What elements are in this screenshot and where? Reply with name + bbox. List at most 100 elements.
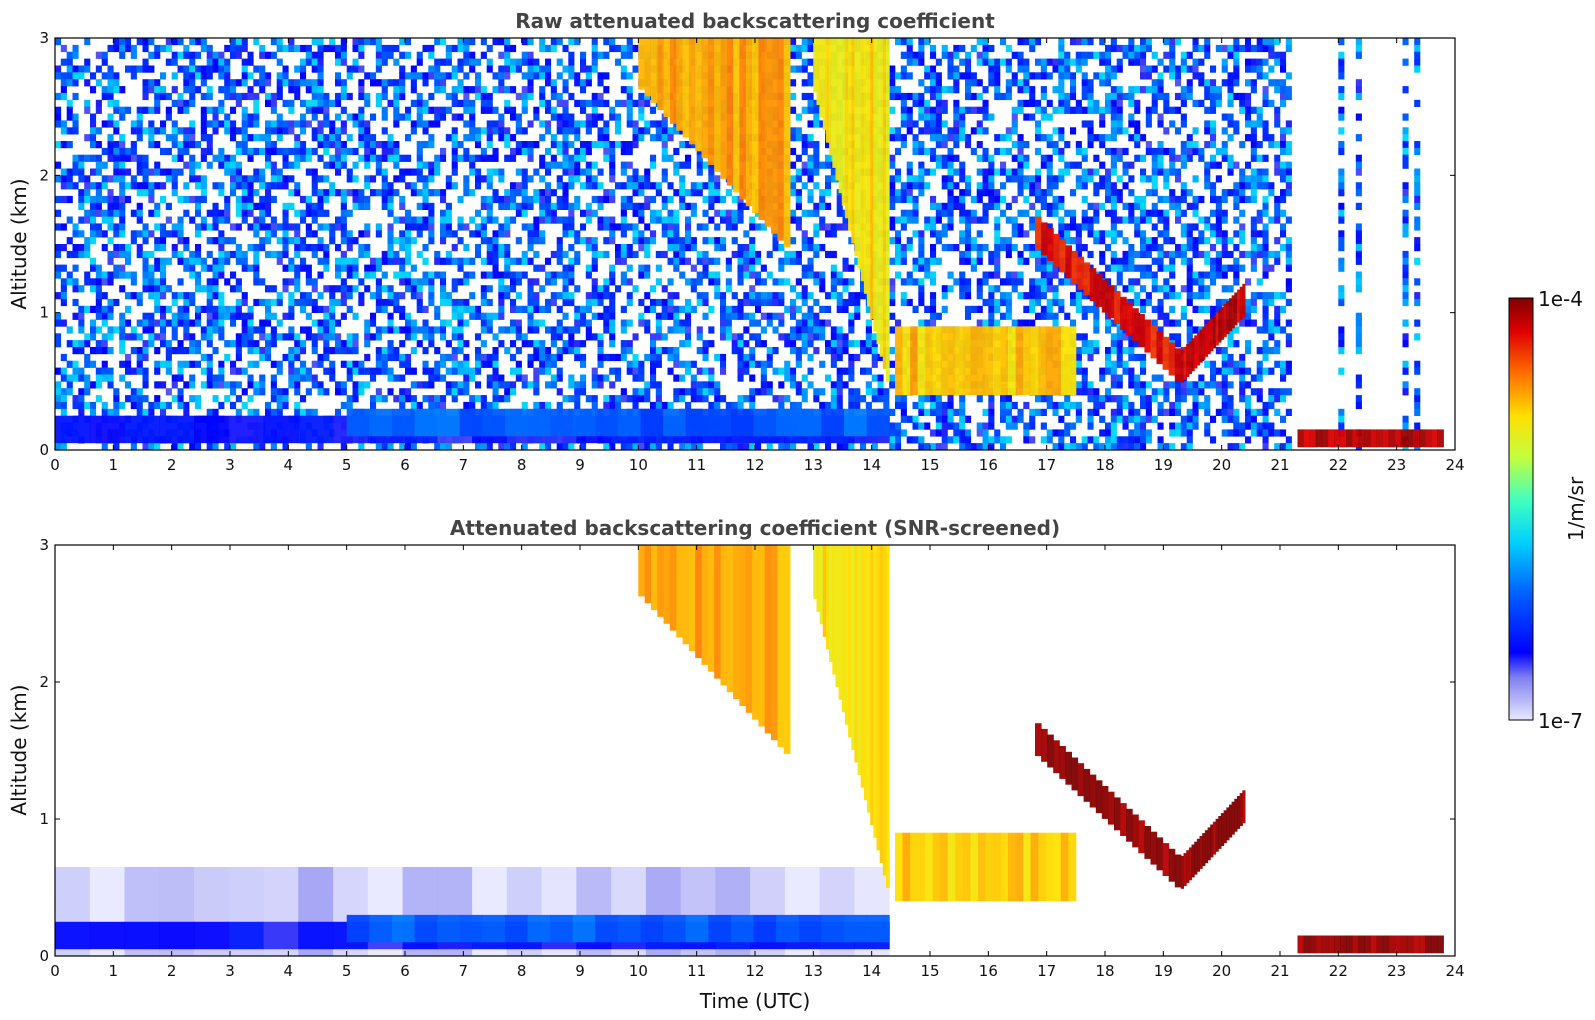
noise-cell <box>241 326 248 334</box>
noise-cell <box>294 271 301 279</box>
noise-cell <box>305 292 312 300</box>
noise-cell <box>55 333 62 341</box>
noise-cell <box>340 278 347 286</box>
noise-cell <box>230 79 237 87</box>
noise-cell <box>72 223 79 231</box>
noise-cell <box>405 72 412 80</box>
noise-cell <box>259 147 266 156</box>
noise-cell <box>900 141 907 149</box>
noise-cell <box>918 147 925 156</box>
noise-cell <box>463 120 470 128</box>
noise-cell <box>381 443 388 450</box>
noise-cell <box>189 141 196 149</box>
noise-cell <box>492 72 499 80</box>
noise-cell <box>871 333 878 341</box>
noise-cell <box>585 216 592 224</box>
noise-cell <box>183 237 190 245</box>
noise-cell <box>772 278 779 286</box>
noise-cell <box>463 58 470 66</box>
noise-cell <box>521 257 528 265</box>
noise-cell <box>591 257 598 265</box>
noise-cell <box>626 161 633 169</box>
noise-cell <box>574 202 581 210</box>
noise-cell <box>160 305 167 313</box>
noise-cell <box>498 230 505 238</box>
noise-cell <box>440 326 447 334</box>
noise-cell <box>130 271 137 279</box>
noise-cell <box>72 79 79 87</box>
noise-cell <box>475 92 482 101</box>
noise-cell <box>574 395 581 403</box>
noise-cell <box>352 161 359 169</box>
noise-cell <box>900 292 907 300</box>
noise-cell <box>189 298 196 307</box>
noise-cell <box>784 367 791 375</box>
noise-cell <box>212 154 219 162</box>
noise-cell <box>399 168 406 176</box>
noise-cell <box>154 347 161 355</box>
noise-cell <box>335 340 342 348</box>
noise-cell <box>731 216 738 224</box>
noise-cell <box>521 209 528 217</box>
noise-cell <box>136 395 143 403</box>
noise-cell <box>440 395 447 403</box>
noise-cell <box>708 278 715 286</box>
noise-cell <box>440 189 447 197</box>
noise-cell <box>510 182 517 190</box>
noise-cell <box>154 257 161 265</box>
noise-cell <box>685 360 692 368</box>
noise-cell <box>259 86 266 94</box>
noise-cell <box>352 367 359 375</box>
noise-cell <box>195 223 202 231</box>
noise-cell <box>883 388 890 396</box>
noise-cell <box>457 388 464 396</box>
noise-cell <box>60 395 67 403</box>
noise-cell <box>924 86 931 94</box>
noise-cell <box>580 51 587 59</box>
noise-cell <box>626 278 633 286</box>
noise-cell <box>335 388 342 396</box>
noise-cell <box>387 312 394 320</box>
noise-cell <box>603 395 610 403</box>
noise-cell <box>410 264 417 272</box>
noise-cell <box>107 381 114 389</box>
noise-cell <box>335 319 342 327</box>
noise-cell <box>451 86 458 94</box>
noise-cell <box>323 347 330 355</box>
noise-cell <box>679 141 686 149</box>
noise-cell <box>340 209 347 217</box>
noise-cell <box>591 374 598 382</box>
noise-cell <box>329 120 336 128</box>
noise-cell <box>375 223 382 231</box>
noise-cell <box>562 106 569 114</box>
noise-cell <box>212 113 219 121</box>
noise-cell <box>930 230 937 238</box>
noise-cell <box>381 147 388 156</box>
noise-cell <box>597 79 604 87</box>
noise-cell <box>358 38 365 46</box>
noise-cell <box>265 189 272 197</box>
noise-cell <box>661 312 668 320</box>
noise-cell <box>795 250 802 259</box>
noise-cell <box>218 374 225 382</box>
noise-cell <box>323 161 330 169</box>
noise-cell <box>906 161 913 169</box>
noise-cell <box>317 189 324 197</box>
noise-cell <box>84 340 91 348</box>
noise-cell <box>807 168 814 176</box>
noise-cell <box>702 264 709 272</box>
noise-cell <box>259 326 266 334</box>
noise-cell <box>113 202 120 210</box>
noise-cell <box>177 65 184 73</box>
noise-cell <box>451 326 458 334</box>
noise-cell <box>189 271 196 279</box>
noise-cell <box>445 250 452 259</box>
noise-cell <box>545 65 552 73</box>
noise-cell <box>486 195 493 204</box>
noise-cell <box>113 154 120 162</box>
noise-cell <box>492 360 499 368</box>
noise-cell <box>533 141 540 149</box>
noise-cell <box>930 223 937 231</box>
noise-cell <box>183 292 190 300</box>
noise-cell <box>895 395 902 403</box>
